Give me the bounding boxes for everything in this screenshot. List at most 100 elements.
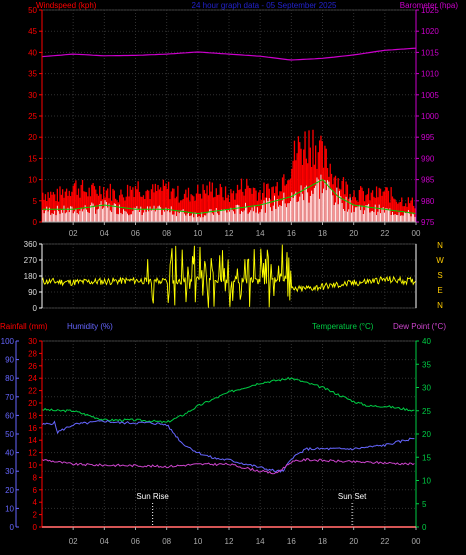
panel1-x-tick-label: 22: [380, 229, 389, 238]
temperature-tick-label: 25: [422, 407, 431, 416]
humidity-tick-label: 50: [5, 430, 14, 439]
barometer-line: [41, 47, 417, 61]
panel1-right-tick-label: 1015: [421, 48, 439, 57]
temperature-tick-label: 0: [422, 523, 427, 532]
panel1-right-tick-label: 1010: [421, 70, 439, 79]
rainfall-axis-title: Rainfall (mm): [0, 322, 48, 331]
temperature-tick-label: 15: [422, 453, 431, 462]
rainfall-tick-label: 12: [28, 449, 37, 458]
humidity-tick-label: 40: [5, 449, 14, 458]
humidity-tick-label: 100: [1, 337, 15, 346]
rainfall-tick-label: 8: [33, 473, 38, 482]
temperature-tick-label: 35: [422, 360, 431, 369]
temperature-axis-title: Temperature (°C): [312, 322, 374, 331]
panel3-x-tick-label: 06: [131, 537, 140, 546]
panel1-right-tick-label: 1020: [421, 27, 439, 36]
temperature-line: [41, 376, 415, 424]
panel1-x-tick-label: 16: [287, 229, 296, 238]
windspeed-axis-title: Windspeed (kph): [36, 1, 97, 10]
panel1-left-tick-label: 25: [28, 112, 37, 121]
rainfall-tick-label: 10: [28, 461, 37, 470]
panel3-x-tick-label: 04: [100, 537, 109, 546]
panel1-x-tick-label: 20: [349, 229, 358, 238]
panel1-x-tick-label: 06: [131, 229, 140, 238]
series-layer: [41, 47, 417, 528]
dewpoint-axis-title: Dew Point (°C): [393, 322, 446, 331]
humidity-axis-title: Humidity (%): [67, 322, 113, 331]
rainfall-tick-label: 4: [33, 498, 38, 507]
humidity-tick-label: 30: [5, 467, 14, 476]
panel1-left-tick-label: 0: [33, 218, 38, 227]
panel1-right-tick-label: 990: [421, 154, 435, 163]
panel3-x-tick-label: 08: [162, 537, 171, 546]
panel1-x-tick-label: 10: [193, 229, 202, 238]
rainfall-tick-label: 30: [28, 337, 37, 346]
panel3-x-tick-label: 22: [380, 537, 389, 546]
rainfall-tick-label: 26: [28, 362, 37, 371]
temperature-tick-label: 20: [422, 430, 431, 439]
rainfall-tick-label: 28: [28, 349, 37, 358]
barometer-axis-title: Barometer (hpa): [400, 1, 459, 10]
panel2-tick-label: 90: [28, 288, 37, 297]
panel1-left-tick-label: 10: [28, 176, 37, 185]
rainfall-tick-label: 16: [28, 424, 37, 433]
panel1-right-tick-label: 995: [421, 133, 435, 142]
average-wind-line: [42, 178, 417, 215]
panel3-x-tick-label: 10: [193, 537, 202, 546]
text-layer: 0510152025303540455097598098599099510001…: [0, 1, 458, 546]
humidity-tick-label: 70: [5, 393, 14, 402]
panel2-tick-label: 360: [24, 240, 38, 249]
sun-marker-label: Sun Rise: [136, 492, 169, 501]
rainfall-tick-label: 0: [33, 523, 38, 532]
rainfall-tick-label: 14: [28, 436, 37, 445]
chart-title: 24 hour graph data - 05 September 2025: [192, 1, 338, 10]
panel1-x-tick-label: 12: [225, 229, 234, 238]
humidity-tick-label: 90: [5, 356, 14, 365]
panel1-left-tick-label: 5: [33, 197, 38, 206]
rainfall-tick-label: 2: [33, 511, 38, 520]
rainfall-tick-label: 20: [28, 399, 37, 408]
panel3-x-tick-label: 00: [412, 537, 421, 546]
panel1-left-tick-label: 50: [28, 6, 37, 15]
temperature-tick-label: 30: [422, 384, 431, 393]
rainfall-tick-label: 18: [28, 411, 37, 420]
compass-label: N: [437, 241, 443, 250]
humidity-tick-label: 20: [5, 486, 14, 495]
rainfall-tick-label: 6: [33, 486, 38, 495]
temperature-tick-label: 5: [422, 500, 427, 509]
humidity-tick-label: 0: [10, 523, 15, 532]
panel1-right-tick-label: 1025: [421, 6, 439, 15]
humidity-line: [41, 419, 415, 473]
humidity-tick-label: 10: [5, 504, 14, 513]
panel2-tick-label: 270: [24, 256, 38, 265]
humidity-tick-label: 60: [5, 411, 14, 420]
compass-label: N: [437, 301, 443, 310]
panel1-right-tick-label: 1005: [421, 91, 439, 100]
panel2-tick-label: 180: [24, 272, 38, 281]
panel1-x-tick-label: 02: [69, 229, 78, 238]
panel3-x-tick-label: 20: [349, 537, 358, 546]
compass-label: S: [437, 271, 442, 280]
humidity-tick-label: 80: [5, 374, 14, 383]
sun-marker-label: Sun Set: [338, 492, 367, 501]
panel1-left-tick-label: 30: [28, 91, 37, 100]
panel1-x-tick-label: 08: [162, 229, 171, 238]
temperature-tick-label: 10: [422, 477, 431, 486]
panel1-x-tick-label: 04: [100, 229, 109, 238]
rainfall-tick-label: 24: [28, 374, 37, 383]
axes-layer: [15, 9, 419, 530]
panel1-right-tick-label: 975: [421, 218, 435, 227]
panel1-left-tick-label: 35: [28, 70, 37, 79]
panel3-x-tick-label: 02: [69, 537, 78, 546]
panel3-x-tick-label: 18: [318, 537, 327, 546]
panel1-left-tick-label: 15: [28, 154, 37, 163]
dewpoint-line: [41, 458, 415, 475]
compass-label: W: [436, 256, 444, 265]
panel1-x-tick-label: 18: [318, 229, 327, 238]
rainfall-tick-label: 22: [28, 387, 37, 396]
panel2-tick-label: 0: [33, 304, 38, 313]
temperature-tick-label: 40: [422, 337, 431, 346]
panel1-right-tick-label: 985: [421, 176, 435, 185]
panel1-x-tick-label: 14: [256, 229, 265, 238]
panel1-right-tick-label: 980: [421, 197, 435, 206]
